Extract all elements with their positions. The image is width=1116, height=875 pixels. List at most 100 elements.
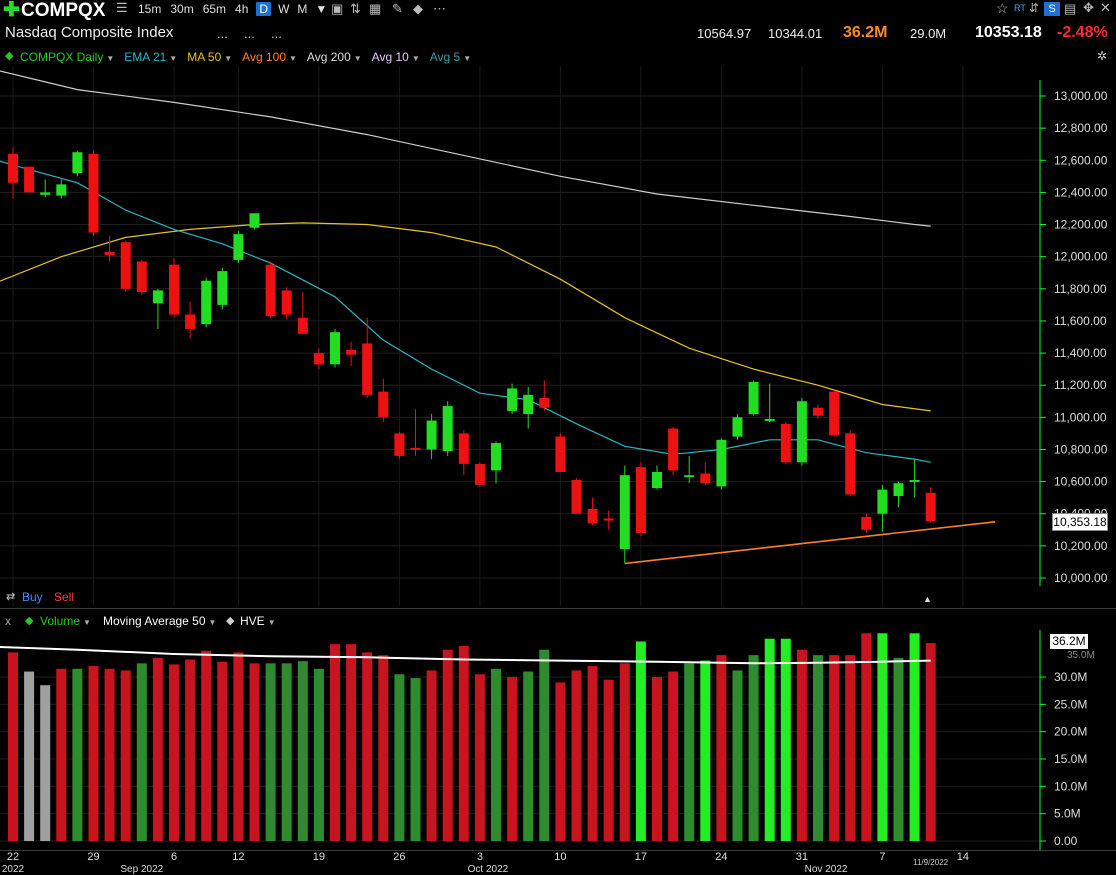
caret-down-icon: ▼ [289, 54, 297, 63]
volume-legend-hve[interactable]: HVE ▼ [240, 614, 276, 628]
candle [829, 390, 840, 437]
chart-options-icon[interactable]: ✲ [1097, 49, 1108, 63]
volume-settings-icon[interactable]: ◆ [25, 615, 34, 627]
info-dots-3[interactable]: ... [271, 26, 282, 41]
candle [748, 380, 759, 416]
legend-item-ma50[interactable]: MA 50 ▼ [187, 50, 232, 64]
price-tick-label: 12,200.00 [1054, 218, 1108, 232]
trade-arrows-icon[interactable]: ⇄ [6, 591, 16, 603]
timeframe-dropdown-icon[interactable]: ▼ [315, 2, 328, 16]
candle-body [732, 417, 743, 437]
timeframe-15m[interactable]: 15m [138, 2, 162, 16]
volume-legend-volume[interactable]: Volume ▼ [40, 614, 91, 628]
legend-label: HVE [240, 614, 265, 628]
candle-body [507, 388, 518, 411]
save-icon[interactable]: ▤ [1064, 1, 1077, 16]
move-icon[interactable]: ✥ [1083, 0, 1094, 15]
volume-bar [877, 633, 888, 841]
volume-bar [152, 657, 163, 841]
candle [507, 383, 518, 415]
pane-divider[interactable] [0, 608, 1116, 609]
buy-button[interactable]: Buy [22, 590, 43, 604]
timeframe-d[interactable]: D [256, 2, 272, 16]
rt-icon[interactable]: RT [1014, 3, 1026, 13]
timeframe-4h[interactable]: 4h [235, 2, 249, 16]
timeframe-65m[interactable]: 65m [202, 2, 227, 16]
share-icon[interactable]: ⋯ [433, 1, 446, 16]
price-tick-label: 12,600.00 [1054, 153, 1108, 167]
volume-bar [201, 650, 212, 841]
volume-bar [169, 664, 179, 841]
legend-item-avg200[interactable]: Avg 200 ▼ [307, 50, 362, 64]
candle [297, 292, 308, 334]
ma200-line [0, 70, 931, 227]
candle-body [249, 213, 260, 228]
chart-type-icon[interactable]: ▣ [331, 1, 344, 16]
volume-bar [24, 671, 35, 841]
calculator-icon[interactable]: ▦ [369, 1, 382, 16]
legend-label: Avg 5 [429, 50, 461, 64]
legend-item-avg5[interactable]: Avg 5 ▼ [430, 50, 471, 64]
candle [40, 179, 51, 198]
legend-item-avg100[interactable]: Avg 100 ▼ [242, 50, 297, 64]
timeframe-w[interactable]: W [278, 2, 290, 16]
volume-bar [217, 661, 228, 841]
candle-body [120, 242, 131, 289]
plus-icon[interactable]: ✚ [3, 0, 20, 21]
high-value: 10564.97 [697, 26, 752, 41]
trendline[interactable] [624, 521, 996, 565]
legend-item-ema21[interactable]: EMA 21 ▼ [124, 50, 177, 64]
candle [796, 398, 807, 466]
volume-bar [893, 657, 904, 841]
candle-body [330, 332, 340, 365]
close-pane-icon[interactable]: x [5, 614, 11, 628]
candle [362, 317, 373, 399]
candle [539, 380, 550, 411]
price-chart[interactable]: 10,000.0010,200.0010,400.0010,600.0010,8… [0, 66, 1116, 606]
ma200-path [0, 70, 931, 227]
sell-button[interactable]: Sell [54, 590, 75, 604]
last-volume-tag: 36.2M [1050, 634, 1088, 649]
legend-item-compqx-daily[interactable]: COMPQX Daily ▼ [20, 50, 114, 64]
timeframe-m[interactable]: M [297, 2, 308, 16]
volume-legend-ma50[interactable]: Moving Average 50 ▼ [103, 614, 216, 628]
layers-icon[interactable]: ◆ [413, 1, 423, 16]
list-icon[interactable]: ☰ [116, 0, 128, 15]
volume-ma50-path [0, 646, 931, 665]
timeframe-30m[interactable]: 30m [170, 2, 194, 16]
info-dots-1[interactable]: ... [217, 26, 228, 41]
candle-body [764, 418, 775, 421]
scroll-up-icon[interactable]: ▲ [923, 594, 932, 604]
pencil-icon[interactable]: ✎ [392, 1, 403, 16]
date-tick-label: 26 [393, 851, 405, 863]
close-icon[interactable]: ✕ [1100, 0, 1111, 15]
candle-body [72, 152, 83, 174]
candle-body [603, 518, 614, 521]
sort-icon[interactable]: ⇵ [1029, 1, 1040, 15]
legend-label: Moving Average 50 [103, 614, 206, 628]
date-tick-label: 22 [7, 851, 19, 863]
symbol-label[interactable]: COMPQX [21, 0, 106, 21]
candle-body [201, 280, 212, 325]
candle-body [780, 423, 791, 463]
chart-settings-icon[interactable]: ◆ [5, 50, 14, 62]
info-dots-2[interactable]: ... [244, 26, 255, 41]
caret-down-icon: ▼ [169, 54, 178, 63]
price-tick-label: 10,200.00 [1054, 539, 1108, 553]
hve-settings-icon[interactable]: ◆ [226, 615, 235, 627]
volume-bar [491, 668, 501, 841]
candle-body [700, 473, 711, 484]
candle [813, 404, 823, 419]
volume-bar [539, 649, 550, 841]
legend-item-avg10[interactable]: Avg 10 ▼ [372, 50, 420, 64]
candle-body [635, 467, 646, 534]
star-icon[interactable]: ☆ [996, 0, 1009, 16]
caret-down-icon: ▼ [267, 618, 276, 627]
volume-chart[interactable]: 0.00 5.0M 10.0M 15.0M 20.0M 25.0M 30.0M [0, 630, 1116, 850]
price-tick-label: 11,600.00 [1054, 314, 1107, 328]
compare-icon[interactable]: ⇅ [350, 1, 361, 16]
s-icon[interactable]: S [1044, 2, 1060, 16]
candle-body [442, 406, 453, 452]
volume-bar [780, 638, 791, 841]
candle-body [668, 428, 679, 471]
